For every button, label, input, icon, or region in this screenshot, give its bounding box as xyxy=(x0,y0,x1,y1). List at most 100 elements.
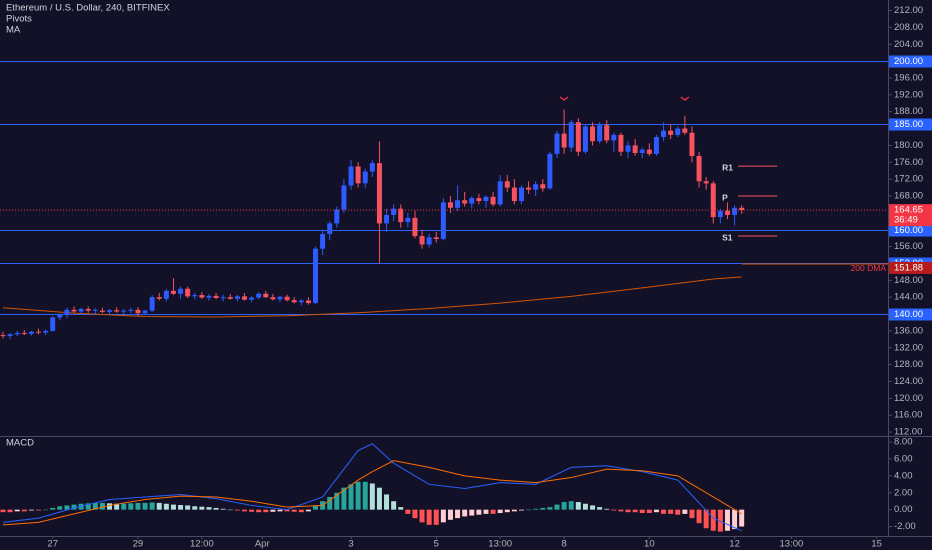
macd-y-tick-label: 4.00 xyxy=(894,470,913,481)
macd-histogram-bar xyxy=(490,509,496,514)
macd-histogram-bar xyxy=(369,483,375,510)
candle-body xyxy=(611,134,617,141)
macd-histogram-bar xyxy=(7,509,13,513)
macd-histogram-bar xyxy=(57,506,63,510)
macd-histogram-bar xyxy=(163,503,169,510)
macd-histogram-bar xyxy=(185,505,191,510)
macd-histogram-bar xyxy=(689,509,695,519)
candle-body xyxy=(703,181,709,184)
level-label-box xyxy=(889,55,932,68)
macd-histogram-bar xyxy=(0,509,6,513)
candle-body xyxy=(398,208,404,223)
y-tick-label: 132.00 xyxy=(894,342,923,353)
candle-body xyxy=(78,308,84,312)
candle-body xyxy=(554,133,560,154)
macd-histogram-bar xyxy=(703,509,709,529)
macd-histogram-bar xyxy=(604,508,610,510)
last-price-label: 164.65 xyxy=(894,205,923,216)
candle-body xyxy=(604,125,610,141)
macd-histogram-bar xyxy=(646,509,652,514)
candle-body xyxy=(689,132,695,156)
macd-histogram-bar xyxy=(625,509,631,513)
candle-body xyxy=(284,296,290,301)
macd-histogram-bar xyxy=(142,502,148,510)
macd-histogram-bar xyxy=(440,509,446,523)
y-tick-label: 204.00 xyxy=(894,39,923,50)
macd-histogram-bar xyxy=(241,509,247,512)
chart-title: Ethereum / U.S. Dollar, 240, BITFINEX xyxy=(6,3,170,14)
macd-histogram-bar xyxy=(561,502,567,510)
candle-body xyxy=(419,236,425,245)
candle-body xyxy=(561,133,567,148)
candle-body xyxy=(192,295,198,297)
macd-histogram-bar xyxy=(582,503,588,510)
macd-histogram-bar xyxy=(597,507,603,510)
candle-body xyxy=(717,210,723,218)
candle-body xyxy=(334,209,340,224)
macd-histogram-bar xyxy=(114,503,120,510)
candle-body xyxy=(426,237,432,245)
candle-body xyxy=(682,128,688,133)
macd-histogram-bar xyxy=(384,494,390,510)
macd-histogram-bar xyxy=(511,509,517,512)
candle-body xyxy=(646,149,652,154)
macd-histogram-bar xyxy=(298,509,304,513)
macd-histogram-bar xyxy=(554,504,560,510)
macd-histogram-bar xyxy=(568,501,574,510)
ma-label-box xyxy=(889,261,932,274)
level-label-box xyxy=(889,118,932,131)
macd-histogram-bar xyxy=(341,487,347,510)
candle-body xyxy=(64,309,70,315)
candle-body xyxy=(724,210,730,215)
candle-body xyxy=(263,293,269,298)
candle-body xyxy=(163,290,169,299)
candle-body xyxy=(142,310,148,314)
candle-body xyxy=(739,207,745,211)
macd-histogram-bar xyxy=(682,509,688,514)
macd-histogram-bar xyxy=(206,507,212,510)
candle-body xyxy=(469,198,475,204)
macd-histogram-bar xyxy=(220,508,226,510)
y-tick-label: 128.00 xyxy=(894,359,923,370)
macd-histogram-bar xyxy=(739,509,745,527)
indicator-name: MA xyxy=(6,25,21,36)
y-tick-label: 148.00 xyxy=(894,275,923,286)
candle-body xyxy=(455,200,461,208)
macd-histogram-bar xyxy=(327,496,333,510)
macd-histogram-bar xyxy=(21,509,27,512)
candle-body xyxy=(433,237,439,239)
macd-histogram-bar xyxy=(391,501,397,510)
macd-histogram-bar xyxy=(178,505,184,510)
y-tick-label: 176.00 xyxy=(894,157,923,168)
candle-body xyxy=(114,310,120,312)
candle-body xyxy=(590,126,596,142)
candle-body xyxy=(440,202,446,239)
candle-body xyxy=(206,295,212,298)
candle-body xyxy=(547,153,553,189)
macd-histogram-bar xyxy=(149,502,155,510)
macd-histogram-bar xyxy=(590,505,596,510)
candle-body xyxy=(732,207,738,215)
candle-body xyxy=(625,145,631,152)
macd-histogram-bar xyxy=(476,509,482,515)
candle-body xyxy=(462,200,468,204)
level-label: 200.00 xyxy=(894,56,923,67)
macd-histogram-bar xyxy=(405,509,411,514)
y-tick-label: 156.00 xyxy=(894,241,923,252)
y-tick-label: 120.00 xyxy=(894,393,923,404)
macd-histogram-bar xyxy=(128,503,134,510)
x-tick-label: 8 xyxy=(561,539,566,550)
macd-histogram-bar xyxy=(156,502,162,510)
macd-histogram-bar xyxy=(291,509,297,512)
level-label: 160.00 xyxy=(894,225,923,236)
candle-body xyxy=(661,130,667,137)
macd-histogram-bar xyxy=(526,509,532,511)
macd-histogram-bar xyxy=(455,509,461,519)
macd-histogram-bar xyxy=(305,509,311,512)
y-tick-label: 208.00 xyxy=(894,22,923,33)
candle-body xyxy=(355,166,361,184)
y-tick-label: 180.00 xyxy=(894,140,923,151)
macd-y-tick-label: 6.00 xyxy=(894,453,913,464)
macd-histogram-bar xyxy=(632,509,638,513)
